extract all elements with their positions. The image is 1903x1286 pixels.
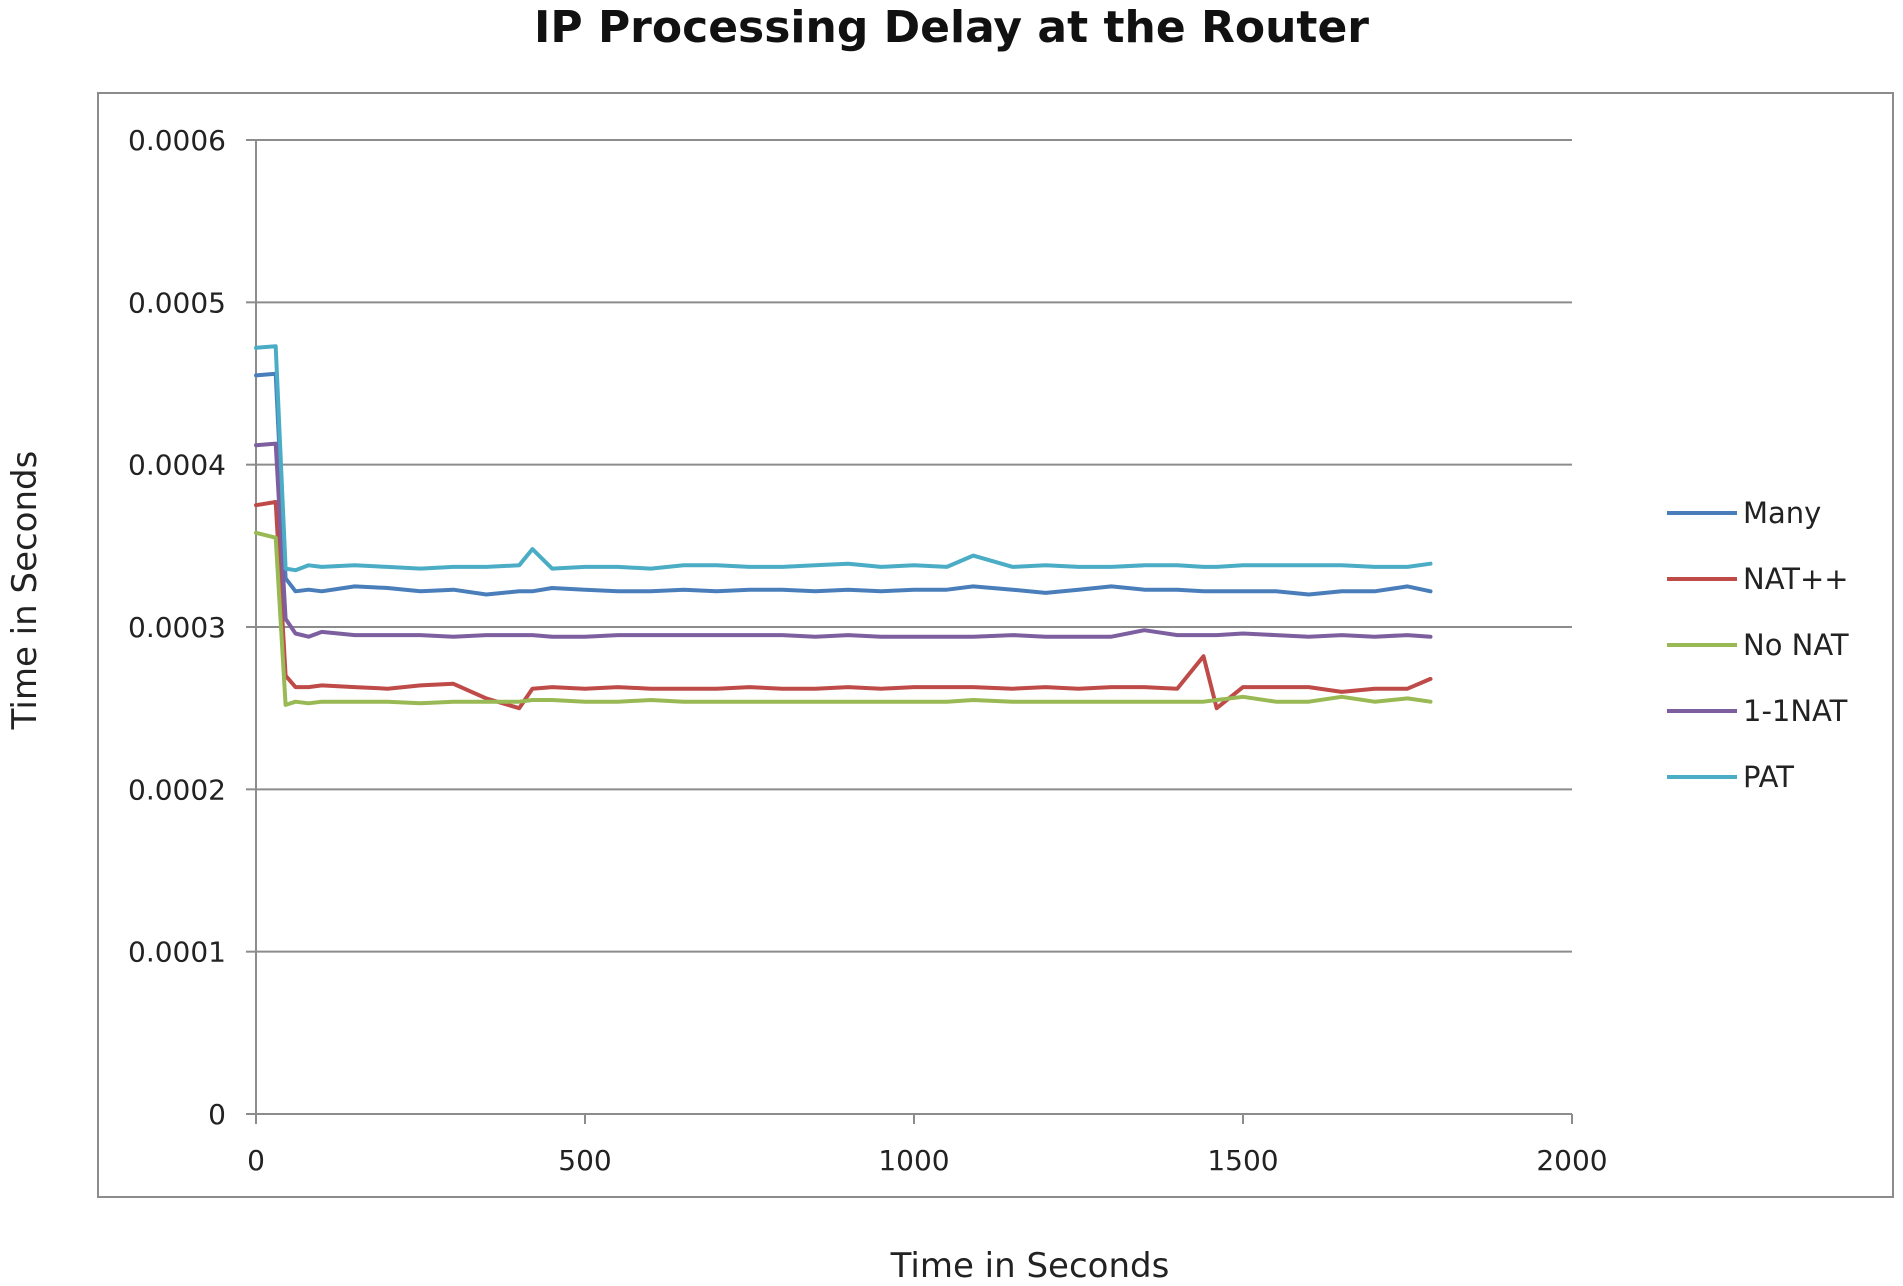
legend-item: PAT — [1667, 760, 1794, 794]
x-tick-label: 1500 — [1207, 1144, 1278, 1177]
y-tick-label: 0 — [208, 1098, 226, 1131]
legend-label: NAT++ — [1743, 562, 1849, 596]
legend-label: Many — [1743, 496, 1821, 530]
chart-title: IP Processing Delay at the Router — [534, 2, 1369, 53]
y-tick-label: 0.0004 — [128, 449, 226, 482]
x-axis-title: Time in Seconds — [890, 1246, 1170, 1286]
x-tick-label: 0 — [247, 1144, 265, 1177]
y-tick-label: 0.0002 — [128, 773, 226, 806]
series-line-nat- — [254, 500, 1433, 711]
y-tick-label: 0.0001 — [128, 936, 226, 969]
series-line-1-1nat — [254, 441, 1433, 639]
legend-item: NAT++ — [1667, 562, 1849, 596]
y-axis-title: Time in Seconds — [5, 451, 45, 731]
y-tick-label: 0.0003 — [128, 611, 226, 644]
legend-item: Many — [1667, 496, 1821, 530]
series-line-pat — [254, 344, 1433, 573]
legend-item: 1-1NAT — [1667, 694, 1848, 728]
legend-item: No NAT — [1667, 628, 1849, 662]
series-line-many — [254, 371, 1433, 597]
gridlines — [256, 139, 1572, 953]
series-line-no-nat — [254, 530, 1433, 707]
legend-label: PAT — [1743, 760, 1794, 794]
y-tick-label: 0.0005 — [128, 286, 226, 319]
x-tick-label: 1000 — [878, 1144, 949, 1177]
y-tick-label: 0.0006 — [128, 124, 226, 157]
x-tick-label: 2000 — [1536, 1144, 1607, 1177]
legend-label: No NAT — [1743, 628, 1849, 662]
legend: Many NAT++ No NAT 1-1NAT PAT — [1667, 496, 1849, 794]
axes: 0 0.0001 0.0002 0.0003 0.0004 0.0005 0.0006 0 50… — [128, 124, 1608, 1177]
series-lines — [254, 344, 1433, 711]
legend-label: 1-1NAT — [1743, 694, 1848, 728]
x-tick-label: 500 — [558, 1144, 611, 1177]
chart-frame — [97, 92, 1894, 1198]
